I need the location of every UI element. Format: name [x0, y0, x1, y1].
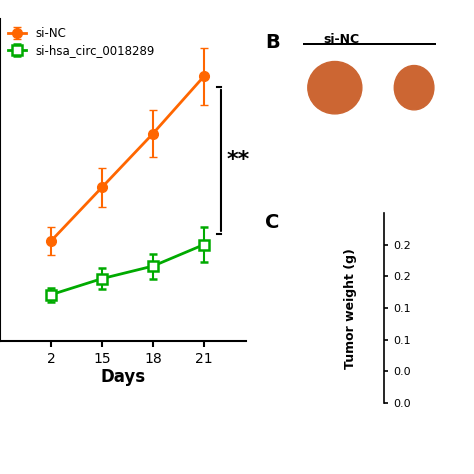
Text: Tumor weight (g): Tumor weight (g): [344, 247, 357, 369]
Text: C: C: [265, 213, 280, 232]
Text: si-NC: si-NC: [323, 33, 359, 46]
Text: **: **: [227, 150, 250, 171]
X-axis label: Days: Days: [100, 368, 146, 386]
Text: B: B: [265, 33, 280, 52]
Ellipse shape: [308, 62, 362, 114]
Ellipse shape: [394, 65, 434, 110]
Legend: si-NC, si-hsa_circ_0018289: si-NC, si-hsa_circ_0018289: [6, 25, 157, 59]
